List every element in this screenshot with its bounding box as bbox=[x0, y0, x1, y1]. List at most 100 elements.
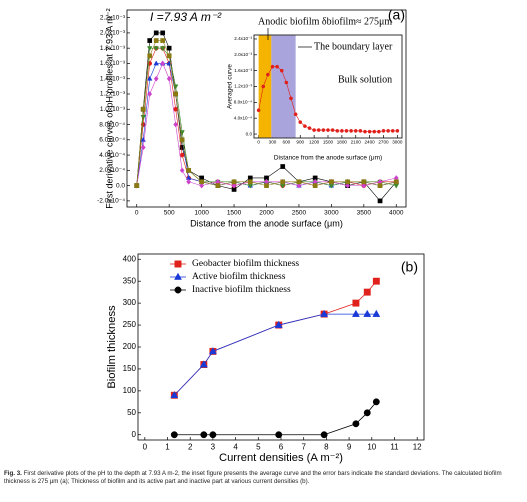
marker bbox=[352, 299, 360, 307]
x-tick-label: 11 bbox=[390, 442, 399, 451]
y-tick-label: 4.0x10⁻⁴ bbox=[99, 152, 125, 159]
x-tick-label: 2 bbox=[188, 442, 193, 451]
y-tick-label: 1.8x10⁻³ bbox=[100, 45, 126, 52]
y-tick-label: 0.0 bbox=[116, 182, 125, 189]
marker bbox=[147, 53, 153, 59]
marker bbox=[377, 198, 383, 204]
x-tick-label: 900 bbox=[296, 139, 304, 144]
marker bbox=[330, 128, 335, 132]
marker bbox=[153, 60, 159, 66]
caption-label: Fig. 3. bbox=[4, 470, 22, 477]
x-tick-label: 1200 bbox=[309, 139, 320, 144]
y-tick-label: 1.6x10⁻³ bbox=[100, 60, 126, 67]
marker bbox=[335, 129, 340, 133]
panel-label: (a) bbox=[388, 7, 405, 23]
legend-marker bbox=[174, 260, 182, 268]
y-tick-label: 100 bbox=[123, 386, 137, 395]
y-tick-label: 1.2x10⁻³ bbox=[234, 84, 252, 89]
marker bbox=[264, 183, 269, 188]
marker bbox=[393, 179, 399, 185]
marker bbox=[372, 129, 377, 134]
y-tick-label: 2.0x10⁻⁴ bbox=[99, 167, 125, 174]
y-tick-label: 0.0 bbox=[246, 131, 253, 136]
marker bbox=[160, 60, 166, 67]
y-tick-label: 8.0x10⁻⁴ bbox=[234, 100, 252, 105]
x-tick-label: 1500 bbox=[227, 210, 242, 217]
marker bbox=[321, 128, 326, 132]
caption: Fig. 3. First derivative plots of the pH… bbox=[4, 470, 522, 486]
marker bbox=[361, 179, 367, 185]
marker bbox=[312, 128, 316, 132]
marker bbox=[363, 129, 367, 134]
legend-marker bbox=[174, 272, 182, 280]
marker bbox=[344, 129, 349, 133]
x-tick-label: 2100 bbox=[351, 139, 362, 144]
marker bbox=[256, 108, 261, 113]
marker bbox=[199, 182, 205, 189]
marker bbox=[353, 129, 358, 133]
y-tick-label: 2.0x10⁻³ bbox=[100, 30, 126, 37]
marker bbox=[320, 431, 328, 439]
x-tick-label: 8 bbox=[324, 442, 329, 451]
x-tick-label: 1800 bbox=[337, 139, 348, 144]
y-tick-label: 50 bbox=[127, 408, 136, 417]
x-tick-label: 3 bbox=[211, 442, 216, 451]
region-band bbox=[271, 35, 296, 138]
marker bbox=[274, 320, 283, 328]
x-tick-label: 0 bbox=[257, 139, 260, 144]
marker bbox=[345, 179, 350, 185]
annotation: The boundary layer bbox=[314, 41, 393, 52]
x-tick-label: 1000 bbox=[194, 210, 209, 217]
y-axis-label: Averaged curve bbox=[227, 64, 234, 109]
y-tick-label: 8.0x10⁻⁴ bbox=[99, 121, 125, 128]
marker bbox=[363, 288, 371, 296]
y-tick-label: 1.0x10⁻³ bbox=[100, 106, 126, 113]
marker bbox=[173, 106, 179, 112]
marker bbox=[140, 106, 146, 112]
x-tick-label: 300 bbox=[269, 139, 277, 144]
y-tick-label: 1.6x10⁻³ bbox=[234, 68, 252, 73]
panel-label: (b) bbox=[401, 259, 418, 275]
y-tick-label: 6.0x10⁻⁴ bbox=[99, 137, 125, 144]
marker bbox=[329, 179, 334, 185]
marker bbox=[345, 182, 351, 189]
marker bbox=[280, 179, 286, 185]
y-tick-label: -2.0x10⁻⁴ bbox=[97, 198, 125, 205]
x-tick-label: 2500 bbox=[292, 210, 307, 217]
y-tick-label: 2.0x10⁻³ bbox=[234, 52, 252, 57]
marker bbox=[166, 75, 172, 82]
x-tick-label: 12 bbox=[413, 442, 422, 451]
marker bbox=[199, 360, 208, 368]
marker bbox=[367, 129, 372, 134]
marker bbox=[179, 167, 185, 174]
annotation: Bulk solution bbox=[338, 74, 392, 85]
marker bbox=[363, 409, 371, 417]
y-tick-label: 150 bbox=[123, 364, 137, 373]
x-tick-label: 9 bbox=[347, 442, 352, 451]
marker bbox=[349, 129, 353, 133]
x-tick-label: 600 bbox=[283, 139, 291, 144]
marker bbox=[160, 38, 166, 43]
x-axis-label: Distance from the anode surface (μm) bbox=[274, 155, 382, 162]
y-tick-label: 200 bbox=[123, 342, 137, 351]
marker bbox=[289, 96, 293, 101]
marker bbox=[307, 126, 312, 130]
marker bbox=[386, 129, 390, 133]
marker bbox=[293, 112, 298, 117]
marker bbox=[340, 129, 344, 133]
caption-text: First derivative plots of the pH to the … bbox=[4, 470, 502, 485]
y-tick-label: 2.4x10⁻³ bbox=[234, 36, 252, 41]
marker bbox=[147, 38, 153, 43]
marker bbox=[159, 46, 166, 52]
marker bbox=[153, 38, 159, 43]
y-tick-label: 1.4x10⁻³ bbox=[100, 75, 126, 82]
legend-label: Inactive biofilm thickness bbox=[192, 284, 291, 295]
x-tick-label: 3500 bbox=[357, 210, 372, 217]
marker bbox=[179, 152, 185, 158]
marker bbox=[284, 80, 289, 85]
marker bbox=[296, 179, 302, 185]
marker bbox=[372, 309, 381, 317]
marker bbox=[280, 164, 286, 169]
y-tick-label: 250 bbox=[123, 320, 137, 329]
